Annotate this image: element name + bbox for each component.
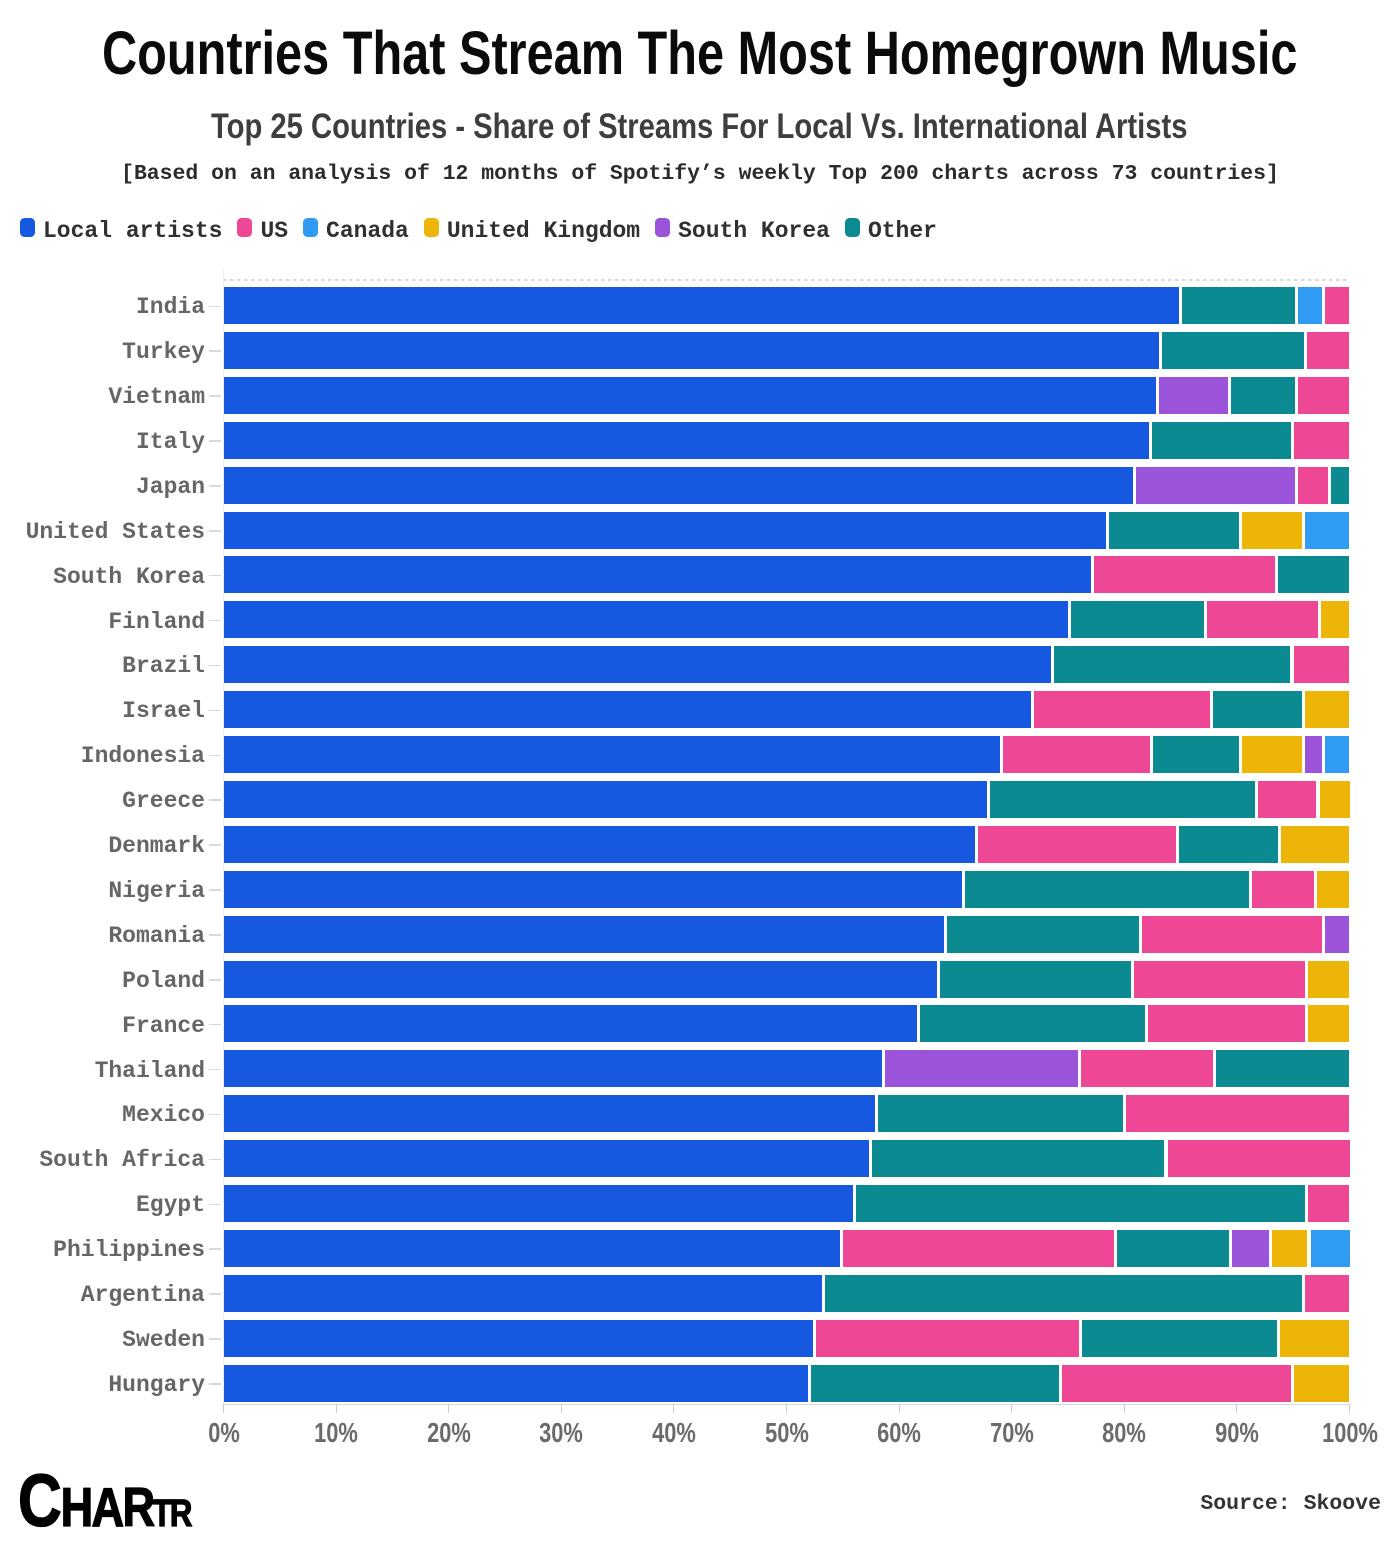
svg-text:C: C [18, 1460, 61, 1542]
svg-text:HAR: HAR [61, 1476, 155, 1538]
svg-text:TR: TR [152, 1493, 192, 1535]
